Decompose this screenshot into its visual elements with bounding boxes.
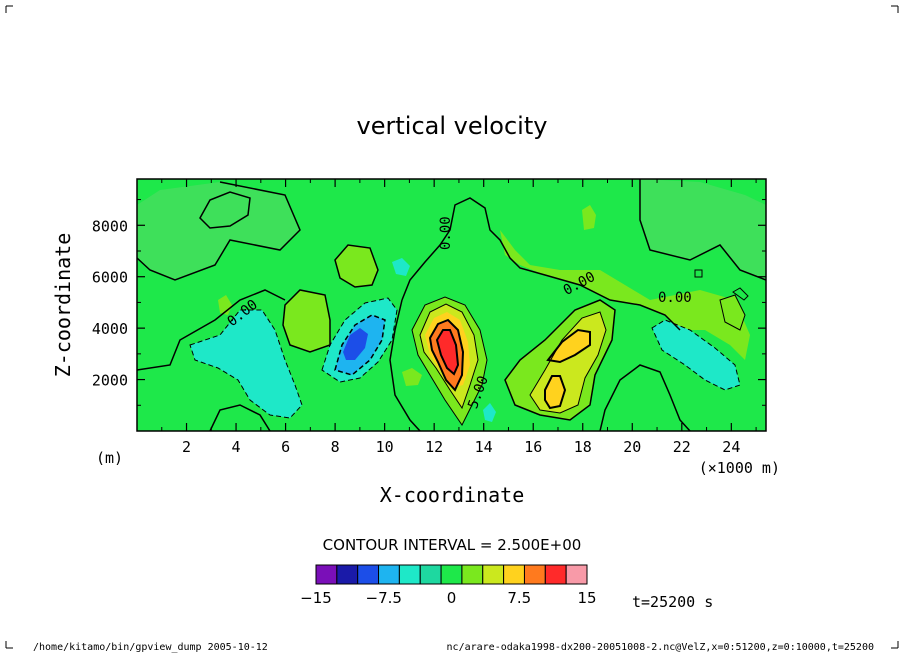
- colorbar-swatch: [565, 564, 588, 585]
- colorbar-swatch: [378, 564, 400, 585]
- colorbar-tick-label: 15: [577, 589, 596, 607]
- updraft-center-red: [435, 329, 460, 376]
- x-axis: 2 4 6 8 10 12 14 16 18 20 22 24: [161, 179, 757, 456]
- downdraft-small-b: [483, 403, 496, 422]
- x-tick-label: 6: [281, 438, 290, 456]
- y-tick-label: 8000: [92, 217, 128, 235]
- region-top-left: [137, 182, 300, 280]
- contour-label-4: 0.00: [658, 290, 692, 306]
- x-tick-label: 12: [425, 438, 443, 456]
- footer-left: /home/kitamo/bin/gpview_dump 2005-10-12: [33, 642, 268, 653]
- x-tick-label: 14: [475, 438, 493, 456]
- contour-label-2: 0.00: [438, 216, 454, 250]
- x-tick-label: 24: [722, 438, 740, 456]
- colorbar-swatch: [357, 564, 380, 585]
- colorbar-swatch: [419, 564, 442, 585]
- updraft-right-core-b: [544, 375, 567, 410]
- region-left-mid-light: [283, 290, 330, 352]
- y-axis: 2000 4000 6000 8000: [92, 199, 766, 406]
- colorbar-swatch: [482, 564, 505, 585]
- downdraft-left: [189, 309, 303, 419]
- time-label: t=25200 s: [632, 593, 713, 611]
- x-tick-label: 22: [673, 438, 691, 456]
- footer-right: nc/arare-odaka1998-dx200-20051008-2.nc@V…: [447, 642, 874, 653]
- contour-plot: [137, 179, 766, 431]
- updraft-right-core-a: [546, 328, 591, 364]
- y-tick-label: 6000: [92, 269, 128, 287]
- colorbar-swatch: [544, 564, 567, 585]
- plot-frame: [136, 178, 767, 432]
- region-small-light-b: [402, 368, 422, 386]
- x-tick-label: 8: [331, 438, 340, 456]
- colorbar-tick-label: 7.5: [507, 589, 531, 607]
- contour-interval-text: CONTOUR INTERVAL = 2.500E+00: [323, 536, 582, 554]
- region-upper-right-light: [500, 230, 750, 360]
- chart-title: vertical velocity: [357, 112, 548, 140]
- colorbar-swatch: [461, 564, 484, 585]
- x-tick-label: 2: [182, 438, 191, 456]
- y-tick-label: 4000: [92, 320, 128, 338]
- colorbar: [315, 564, 588, 585]
- downdraft-small-a: [392, 258, 410, 276]
- colorbar-swatch: [503, 564, 525, 585]
- downdraft-right: [651, 319, 741, 391]
- x-tick-label: 4: [232, 438, 241, 456]
- x-tick-label: 10: [376, 438, 394, 456]
- colorbar-tick-label: −7.5: [366, 589, 402, 607]
- colorbar-swatch: [523, 564, 546, 585]
- x-tick-label: 18: [574, 438, 592, 456]
- corner-marks: [5, 5, 899, 649]
- colorbar-swatch: [315, 564, 338, 585]
- region-small-light-d: [720, 295, 745, 330]
- colorbar-tick-labels: −15 −7.5 0 7.5 15: [300, 589, 596, 607]
- zero-contours: [137, 179, 766, 431]
- y-axis-title: Z-coordinate: [51, 233, 75, 378]
- colorbar-tick-label: 0: [447, 589, 457, 607]
- colorbar-swatch: [440, 564, 463, 585]
- colorbar-swatch: [336, 564, 359, 585]
- x-tick-label: 16: [524, 438, 542, 456]
- x-axis-title: X-coordinate: [380, 483, 525, 507]
- x-unit-label: (×1000 m): [699, 459, 780, 477]
- colorbar-swatch: [398, 564, 421, 585]
- downdraft-mid-blue: [343, 328, 368, 360]
- colorbar-tick-label: −15: [300, 589, 332, 607]
- y-unit-label: (m): [96, 449, 123, 467]
- y-tick-label: 2000: [92, 372, 128, 390]
- x-tick-label: 20: [623, 438, 641, 456]
- region-mid-top-light: [335, 245, 378, 287]
- positive-contours: [411, 269, 749, 426]
- region-small-light-a: [582, 205, 596, 230]
